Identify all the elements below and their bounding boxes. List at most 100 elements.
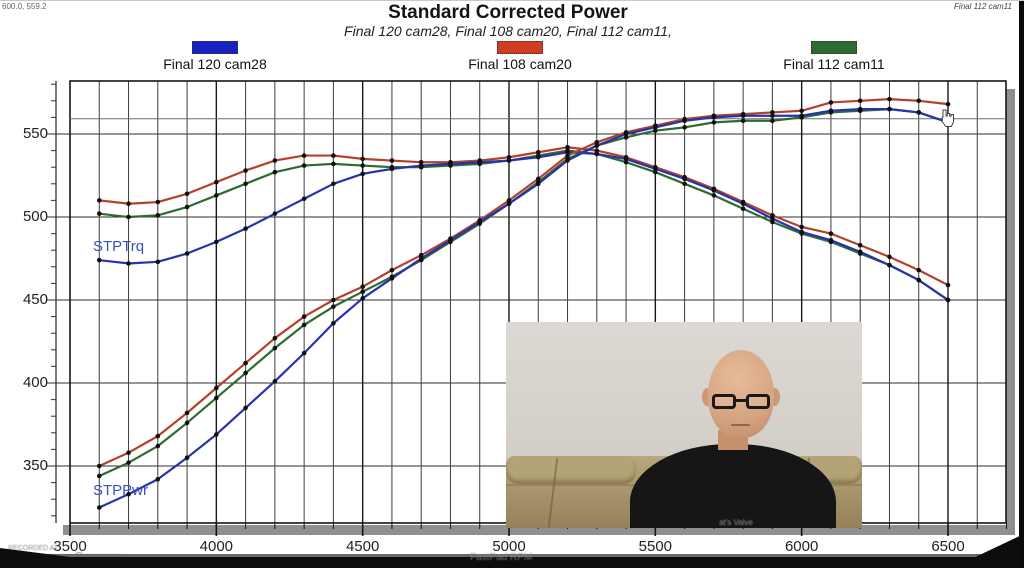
data-point — [272, 158, 278, 163]
data-point — [155, 259, 161, 265]
page-title: Standard Corrected Power — [388, 2, 628, 23]
data-point — [887, 262, 892, 268]
data-point — [301, 314, 307, 319]
data-point — [126, 214, 131, 220]
legend-swatch-green — [811, 41, 857, 54]
data-point — [711, 193, 717, 198]
data-point — [301, 153, 307, 158]
legend-label: Final 108 cam20 — [468, 56, 572, 72]
data-point — [96, 505, 102, 510]
power-curve-label: STPPwr — [93, 482, 149, 499]
data-point — [155, 433, 161, 439]
data-point — [799, 229, 804, 235]
x-tick-label: 6000 — [784, 538, 819, 555]
data-point — [799, 224, 804, 230]
data-point — [770, 110, 775, 115]
data-point — [360, 284, 365, 290]
data-point — [682, 181, 687, 187]
data-point — [184, 455, 190, 461]
legend-item-final-120-cam28: Final 120 cam28 — [145, 41, 285, 72]
data-point — [887, 96, 892, 102]
data-point — [96, 211, 102, 216]
data-point — [243, 370, 248, 376]
person-mouth — [731, 424, 750, 426]
data-point — [389, 158, 395, 163]
data-point — [945, 297, 951, 303]
chart-shadow — [1006, 89, 1015, 535]
data-point — [214, 395, 219, 401]
data-point — [360, 171, 365, 177]
data-point — [184, 191, 190, 197]
person-torso — [630, 444, 836, 528]
data-point — [360, 163, 365, 168]
data-point — [389, 276, 395, 281]
data-point — [243, 405, 248, 411]
data-point — [506, 198, 512, 203]
data-point — [857, 249, 863, 255]
data-point — [272, 169, 278, 175]
data-point — [243, 360, 248, 366]
data-point — [916, 277, 922, 283]
data-point — [301, 322, 307, 328]
data-point — [272, 379, 278, 384]
bottom-left-wedge — [0, 548, 78, 558]
data-point — [126, 491, 131, 497]
data-point — [155, 213, 161, 218]
data-point — [594, 143, 600, 148]
data-point — [184, 420, 190, 426]
data-point — [214, 179, 219, 185]
x-tick-label: 4000 — [199, 538, 234, 555]
shirt-text: at's Valve — [719, 518, 753, 527]
glasses-left-lens — [712, 394, 736, 409]
player-bottom-bar — [0, 557, 1024, 568]
data-point — [155, 476, 161, 482]
data-point — [184, 251, 190, 256]
data-point — [623, 131, 629, 137]
data-point — [565, 158, 570, 163]
data-point — [506, 154, 512, 160]
data-point — [96, 198, 102, 203]
curve-STPTrq-trq-108 — [99, 146, 949, 287]
person-ear — [702, 388, 713, 406]
data-point — [740, 113, 746, 119]
data-point — [623, 135, 629, 140]
legend-label: Final 112 cam11 — [783, 56, 885, 72]
data-point — [535, 149, 541, 155]
top-right-run-note: Final 112 cam11 — [954, 2, 1012, 11]
data-point — [448, 237, 453, 243]
data-point — [243, 181, 248, 187]
data-point — [887, 254, 892, 260]
data-point — [682, 118, 687, 124]
data-point — [360, 156, 365, 162]
data-point — [126, 201, 131, 207]
data-point — [214, 193, 219, 198]
legend-item-final-112-cam11: Final 112 cam11 — [764, 41, 904, 72]
data-point — [799, 113, 804, 119]
data-point — [565, 149, 570, 155]
x-tick-label: 6500 — [931, 538, 965, 555]
data-point — [331, 320, 336, 326]
data-point — [301, 350, 307, 356]
data-point — [828, 237, 834, 243]
data-point — [243, 168, 248, 173]
data-point — [740, 201, 746, 207]
x-tick-label: 5500 — [638, 538, 673, 555]
x-tick-label: 5000 — [492, 538, 526, 555]
data-point — [535, 176, 541, 182]
data-point — [214, 432, 219, 437]
data-point — [535, 154, 541, 160]
player-progress-bar[interactable] — [0, 554, 1024, 557]
data-point — [155, 443, 161, 449]
data-point — [828, 100, 834, 105]
data-point — [682, 176, 687, 182]
data-point — [711, 115, 717, 120]
legend-swatch-red — [497, 41, 543, 54]
data-point — [418, 159, 424, 165]
hand-cursor-icon — [938, 109, 955, 134]
data-point — [272, 345, 278, 351]
chart-shadow — [63, 525, 1015, 535]
data-point — [96, 463, 102, 469]
data-point — [535, 181, 541, 187]
axis-hint-text: FastPad RPM — [470, 552, 533, 563]
